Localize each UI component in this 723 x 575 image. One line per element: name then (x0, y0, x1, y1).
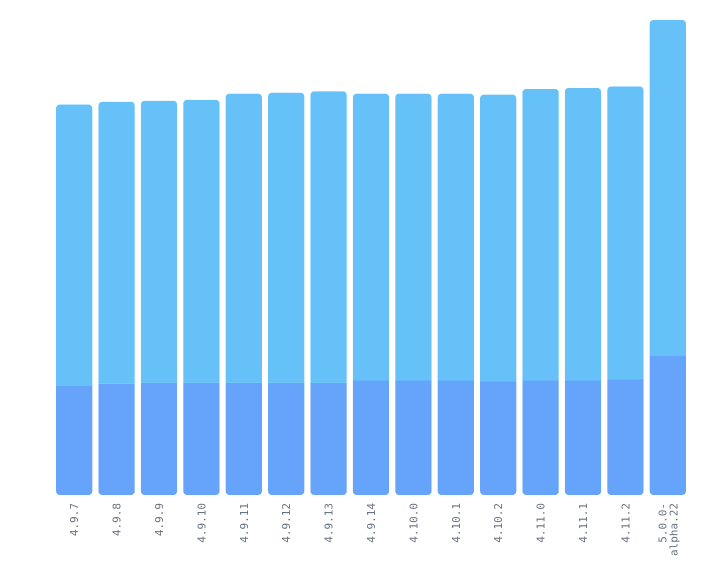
x-tick-label: 4.9.13 (323, 503, 336, 543)
bar-stack (649, 20, 686, 495)
bar-stack (522, 88, 559, 495)
bar-segment-series-1 (268, 382, 305, 495)
x-tick-label: 4.9.9 (153, 503, 166, 536)
x-tick-label: alpha.22 (667, 503, 680, 556)
bar-segment-series-2 (564, 87, 602, 381)
bars-group (56, 20, 686, 495)
x-tick-label: 4.11.2 (619, 503, 632, 543)
bar-segment-series-1 (395, 380, 432, 495)
bar-segment-series-1 (649, 355, 686, 495)
bar-segment-series-1 (352, 380, 390, 495)
bar-stack (183, 99, 220, 495)
bar-stack (564, 87, 602, 495)
bar-segment-series-2 (522, 88, 559, 381)
bar-stack (607, 86, 644, 495)
x-tick-label: 4.10.1 (450, 503, 463, 543)
bar-segment-series-2 (56, 104, 93, 386)
bar-stack (98, 101, 135, 495)
bar-segment-series-2 (437, 93, 474, 381)
x-tick-labels: 4.9.7 4.9.8 4.9.9 4.9.10 4.9.11 4.9.12 4.9.13 4… (68, 503, 680, 556)
bar-stack (437, 93, 474, 495)
bar-segment-series-2 (649, 20, 686, 356)
bar-segment-series-1 (437, 380, 474, 495)
bar-segment-series-1 (183, 382, 220, 495)
bar-stack (352, 93, 390, 495)
bar-segment-series-2 (140, 100, 178, 383)
bar-segment-series-1 (225, 382, 262, 495)
bar-stack (395, 93, 432, 495)
bar-stack (56, 104, 93, 495)
bar-stack (140, 100, 178, 495)
bar-segment-series-2 (268, 92, 305, 383)
x-tick-label: 4.9.8 (111, 503, 124, 536)
bar-segment-series-1 (310, 382, 347, 495)
bar-segment-series-2 (183, 99, 220, 383)
bar-segment-series-2 (98, 101, 135, 384)
x-tick-label: 4.9.10 (195, 503, 208, 543)
bar-segment-series-1 (607, 379, 644, 495)
bar-segment-series-1 (56, 385, 93, 495)
bar-segment-series-2 (395, 93, 432, 381)
bar-stack (268, 92, 305, 495)
x-tick-label: 4.9.12 (280, 503, 293, 543)
bar-stack (480, 94, 517, 495)
bar-segment-series-2 (607, 86, 644, 380)
bar-stack (310, 91, 347, 495)
bar-segment-series-1 (98, 383, 135, 495)
x-tick-label: 4.9.14 (365, 503, 378, 543)
bar-segment-series-1 (480, 381, 517, 495)
x-tick-label: 4.9.11 (238, 503, 251, 543)
bar-segment-series-1 (564, 380, 602, 495)
bar-segment-series-2 (480, 94, 517, 382)
bar-segment-series-1 (522, 380, 559, 495)
bar-segment-series-2 (225, 93, 262, 383)
bar-stack (225, 93, 262, 495)
x-tick-label: 5.0.0- (656, 503, 669, 543)
x-tick-label: 4.11.1 (577, 503, 590, 543)
bar-segment-series-2 (352, 93, 390, 381)
bar-segment-series-2 (310, 91, 347, 383)
x-tick-label: 4.9.7 (68, 503, 81, 536)
x-tick-label: 4.10.2 (492, 503, 505, 543)
x-tick-label: 4.11.0 (535, 503, 548, 543)
bar-segment-series-1 (140, 382, 178, 495)
x-tick-label: 4.10.0 (407, 503, 420, 543)
